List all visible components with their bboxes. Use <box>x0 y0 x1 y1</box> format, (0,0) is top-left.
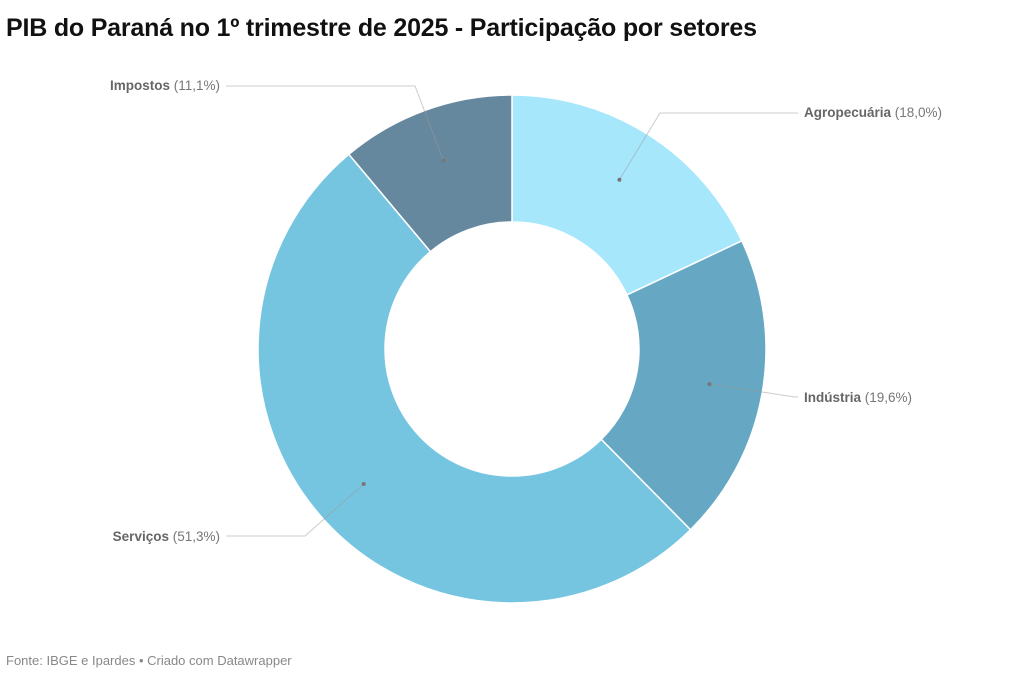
slice-impostos <box>347 94 513 253</box>
slice-serviços <box>257 153 692 604</box>
slice-label-value: (51,3%) <box>169 529 220 544</box>
leader-line <box>226 85 444 161</box>
leader-line <box>226 483 365 537</box>
slice-label-name: Impostos <box>110 78 170 93</box>
slice-label-value: (11,1%) <box>170 78 220 93</box>
slice-label: Serviços (51,3%) <box>113 529 220 544</box>
leader-line <box>709 383 798 398</box>
slice-label-value: (19,6%) <box>861 390 912 405</box>
chart-title: PIB do Paraná no 1º trimestre de 2025 - … <box>6 14 757 42</box>
source-footer: Fonte: IBGE e Ipardes • Criado com Dataw… <box>6 653 292 668</box>
slice-label: Impostos (11,1%) <box>110 78 220 93</box>
slice-label: Agropecuária (18,0%) <box>804 105 942 120</box>
slice-label-name: Agropecuária <box>804 105 892 120</box>
slice-label-value: (18,0%) <box>891 105 942 120</box>
leader-dot <box>361 481 366 486</box>
slice-agropecuária <box>511 94 743 296</box>
leader-dot <box>441 158 446 163</box>
slice-label: Indústria (19,6%) <box>804 390 912 405</box>
slice-label-name: Serviços <box>113 529 169 544</box>
leader-line <box>619 112 798 180</box>
leader-dot <box>707 382 712 387</box>
leader-dot <box>617 177 622 182</box>
slice-indústria <box>600 239 767 531</box>
slice-label-name: Indústria <box>804 390 861 405</box>
